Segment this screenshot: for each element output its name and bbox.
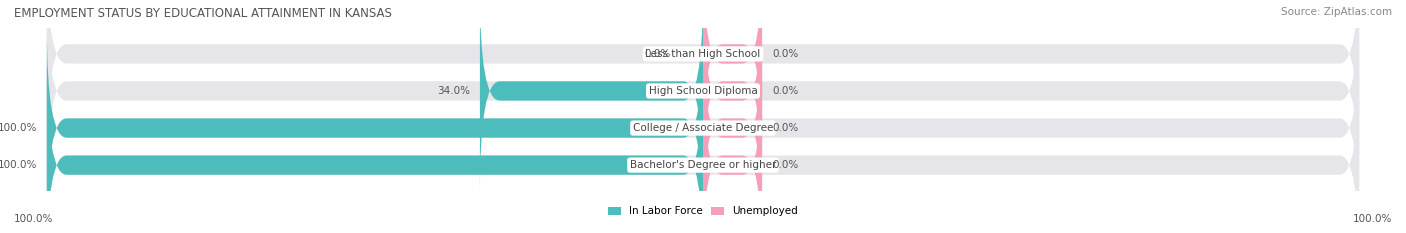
Text: 0.0%: 0.0% <box>644 49 671 59</box>
Text: Source: ZipAtlas.com: Source: ZipAtlas.com <box>1281 7 1392 17</box>
FancyBboxPatch shape <box>46 27 703 230</box>
FancyBboxPatch shape <box>703 64 762 233</box>
Text: 100.0%: 100.0% <box>0 160 37 170</box>
Text: College / Associate Degree: College / Associate Degree <box>633 123 773 133</box>
Text: Less than High School: Less than High School <box>645 49 761 59</box>
FancyBboxPatch shape <box>46 64 1360 233</box>
FancyBboxPatch shape <box>703 0 762 155</box>
FancyBboxPatch shape <box>46 27 1360 230</box>
Text: EMPLOYMENT STATUS BY EDUCATIONAL ATTAINMENT IN KANSAS: EMPLOYMENT STATUS BY EDUCATIONAL ATTAINM… <box>14 7 392 20</box>
Text: 100.0%: 100.0% <box>1353 214 1392 224</box>
Text: 0.0%: 0.0% <box>772 160 799 170</box>
Text: 0.0%: 0.0% <box>772 86 799 96</box>
Legend: In Labor Force, Unemployed: In Labor Force, Unemployed <box>605 202 801 220</box>
Text: High School Diploma: High School Diploma <box>648 86 758 96</box>
FancyBboxPatch shape <box>46 0 1360 192</box>
FancyBboxPatch shape <box>479 0 703 192</box>
FancyBboxPatch shape <box>703 27 762 230</box>
Text: 100.0%: 100.0% <box>14 214 53 224</box>
FancyBboxPatch shape <box>46 0 1360 155</box>
Text: Bachelor's Degree or higher: Bachelor's Degree or higher <box>630 160 776 170</box>
FancyBboxPatch shape <box>46 64 703 233</box>
Text: 0.0%: 0.0% <box>772 49 799 59</box>
Text: 0.0%: 0.0% <box>772 123 799 133</box>
Text: 100.0%: 100.0% <box>0 123 37 133</box>
Text: 34.0%: 34.0% <box>437 86 470 96</box>
FancyBboxPatch shape <box>703 0 762 192</box>
